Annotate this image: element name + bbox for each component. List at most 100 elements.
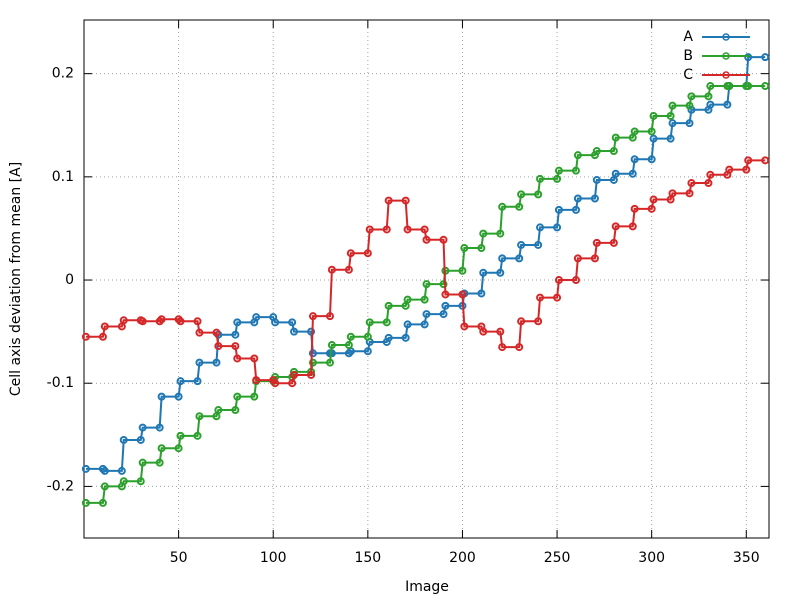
point bbox=[176, 431, 185, 440]
point bbox=[138, 317, 147, 326]
point bbox=[515, 343, 524, 352]
point bbox=[496, 327, 505, 336]
point bbox=[344, 341, 353, 350]
series-line bbox=[85, 159, 766, 385]
point bbox=[573, 194, 582, 203]
point bbox=[666, 134, 675, 143]
point bbox=[534, 317, 543, 326]
point bbox=[233, 354, 242, 363]
point bbox=[647, 204, 656, 213]
point bbox=[628, 222, 637, 231]
point bbox=[81, 464, 90, 473]
point bbox=[307, 327, 316, 336]
plot-frame bbox=[83, 19, 770, 539]
point bbox=[592, 147, 601, 156]
legend-marker bbox=[722, 71, 730, 79]
point bbox=[592, 238, 601, 247]
point bbox=[725, 165, 734, 174]
y-tick-label: 0 bbox=[65, 272, 74, 288]
point bbox=[630, 127, 639, 136]
point bbox=[382, 225, 391, 234]
point bbox=[460, 244, 469, 253]
point bbox=[252, 376, 261, 385]
point bbox=[439, 310, 448, 319]
point bbox=[628, 169, 637, 178]
point bbox=[460, 322, 469, 331]
point bbox=[554, 205, 563, 214]
point bbox=[174, 444, 183, 453]
point bbox=[384, 333, 393, 342]
point bbox=[403, 295, 412, 304]
x-tick-label: 300 bbox=[638, 550, 665, 566]
point bbox=[649, 134, 658, 143]
point bbox=[420, 295, 429, 304]
point bbox=[195, 328, 204, 337]
point bbox=[346, 249, 355, 258]
point bbox=[365, 318, 374, 327]
series-line bbox=[85, 56, 766, 472]
point bbox=[761, 156, 770, 165]
point bbox=[571, 205, 580, 214]
point bbox=[157, 444, 166, 453]
point bbox=[706, 82, 715, 91]
point bbox=[668, 101, 677, 110]
point bbox=[553, 293, 562, 302]
point bbox=[458, 266, 467, 275]
x-tick-label: 100 bbox=[260, 550, 287, 566]
point bbox=[609, 147, 618, 156]
point bbox=[723, 100, 732, 109]
point bbox=[193, 317, 202, 326]
point bbox=[761, 53, 770, 62]
point bbox=[136, 477, 145, 486]
point bbox=[157, 392, 166, 401]
point bbox=[155, 423, 164, 432]
point bbox=[630, 204, 639, 213]
point bbox=[649, 195, 658, 204]
point bbox=[611, 133, 620, 142]
point bbox=[363, 249, 372, 258]
point bbox=[687, 179, 696, 188]
point bbox=[346, 332, 355, 341]
point bbox=[401, 333, 410, 342]
point bbox=[138, 458, 147, 467]
x-tick-label: 50 bbox=[170, 550, 188, 566]
point bbox=[554, 166, 563, 175]
point bbox=[477, 289, 486, 298]
point bbox=[744, 82, 753, 91]
point bbox=[479, 327, 488, 336]
point bbox=[439, 280, 448, 289]
point bbox=[174, 392, 183, 401]
x-tick-label: 150 bbox=[354, 550, 381, 566]
point bbox=[384, 196, 393, 205]
point bbox=[477, 244, 486, 253]
point bbox=[704, 92, 713, 101]
point bbox=[590, 254, 599, 263]
point bbox=[611, 222, 620, 231]
point bbox=[498, 254, 507, 263]
point bbox=[441, 290, 450, 299]
point bbox=[571, 276, 580, 285]
point bbox=[706, 100, 715, 109]
point bbox=[647, 155, 656, 164]
point bbox=[252, 313, 261, 322]
point bbox=[422, 235, 431, 244]
point bbox=[233, 318, 242, 327]
point bbox=[325, 358, 334, 367]
point bbox=[439, 235, 448, 244]
point bbox=[100, 482, 109, 491]
point bbox=[212, 328, 221, 337]
point bbox=[744, 53, 753, 62]
point bbox=[668, 119, 677, 128]
point bbox=[420, 225, 429, 234]
point bbox=[307, 370, 316, 379]
point bbox=[231, 406, 240, 415]
point bbox=[534, 190, 543, 199]
point bbox=[706, 170, 715, 179]
point bbox=[195, 412, 204, 421]
point bbox=[327, 265, 336, 274]
x-axis-label: Image bbox=[405, 579, 449, 595]
point bbox=[290, 370, 299, 379]
point bbox=[117, 466, 126, 475]
point bbox=[496, 229, 505, 238]
point bbox=[214, 406, 223, 415]
